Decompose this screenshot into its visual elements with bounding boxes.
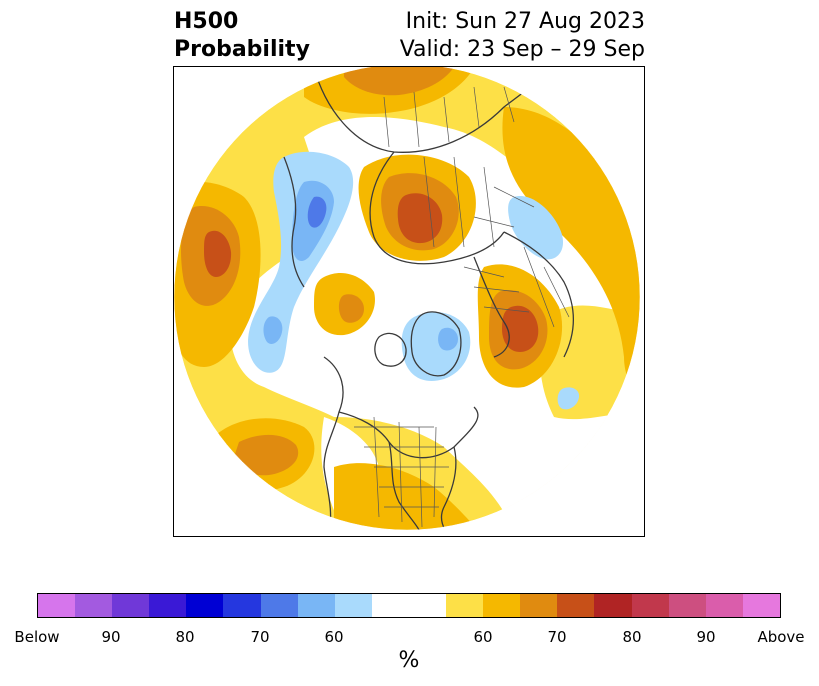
colorbar-segment <box>520 594 558 617</box>
colorbar-segment <box>149 594 187 617</box>
colorbar-tick-label: 90 <box>696 628 716 646</box>
colorbar-segment <box>557 594 595 617</box>
title-metric: Probability <box>174 37 310 62</box>
shade-below-65-pacific-2 <box>263 316 283 344</box>
colorbar-segment <box>742 594 780 617</box>
colorbar-segment <box>631 594 669 617</box>
colorbar-tick-label: 80 <box>175 628 195 646</box>
shade-above-70-north <box>344 67 454 96</box>
colorbar-segment <box>260 594 298 617</box>
shade-below-65-arctic <box>438 327 458 351</box>
init-date: Init: Sun 27 Aug 2023 <box>405 9 645 34</box>
colorbar-segment <box>483 594 521 617</box>
colorbar-tick-label: Above <box>757 628 805 646</box>
shade-above-70-pacific <box>234 434 299 476</box>
shade-above-75-europe <box>502 305 539 352</box>
colorbar-segment <box>668 594 706 617</box>
colorbar-segment <box>594 594 632 617</box>
colorbar-tick-label: Below <box>14 628 60 646</box>
shade-below-60-atlantic <box>557 387 580 410</box>
colorbar-segment <box>112 594 150 617</box>
colorbar-segment <box>408 594 447 617</box>
shade-below-60-europe <box>508 196 564 260</box>
colorbar-segment <box>186 594 224 617</box>
colorbar-segment <box>371 594 409 617</box>
shade-above-70-canada <box>338 294 364 323</box>
shade-above-75-west <box>204 230 232 277</box>
colorbar-tick-label: 70 <box>250 628 270 646</box>
title-variable: H500 <box>174 9 239 34</box>
title-left: H500 Probability <box>174 8 310 64</box>
colorbar-segment <box>334 594 372 617</box>
shade-above-75-siberia <box>397 193 443 244</box>
colorbar-tick-label: 60 <box>473 628 493 646</box>
colorbar-segment <box>705 594 743 617</box>
shade-below-70-pacific <box>307 196 327 228</box>
colorbar-segment <box>297 594 335 617</box>
colorbar-tick-label: 70 <box>547 628 567 646</box>
colorbar-segment <box>446 594 484 617</box>
title-right: Init: Sun 27 Aug 2023 Valid: 23 Sep – 29… <box>400 8 645 64</box>
colorbar-tick-label: 90 <box>101 628 121 646</box>
probability-map <box>173 66 645 537</box>
polar-map-svg <box>174 67 641 531</box>
colorbar <box>37 593 781 618</box>
shade-below-60-arctic <box>401 312 471 381</box>
shade-above-65-south <box>334 463 484 530</box>
colorbar-segment <box>38 594 76 617</box>
colorbar-segment <box>75 594 113 617</box>
colorbar-tick-label: 80 <box>622 628 642 646</box>
country-borders <box>354 86 570 528</box>
valid-range: Valid: 23 Sep – 29 Sep <box>399 37 645 62</box>
colorbar-segment <box>223 594 261 617</box>
colorbar-tick-label: 60 <box>324 628 344 646</box>
colorbar-unit-label: % <box>398 648 420 673</box>
